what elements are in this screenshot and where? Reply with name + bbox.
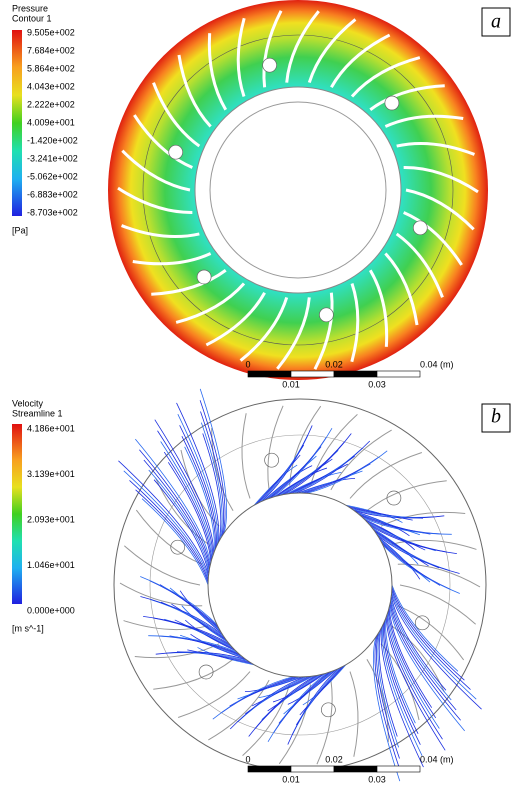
scale-bar xyxy=(377,371,420,377)
legend-label: 3.139e+001 xyxy=(27,469,75,479)
legend-label: 4.186e+001 xyxy=(27,423,75,433)
legend-label: -8.703e+002 xyxy=(27,207,78,217)
scale-label: 0.01 xyxy=(282,379,300,389)
legend-label: 9.505e+002 xyxy=(27,27,75,37)
legend-label: 5.864e+002 xyxy=(27,63,75,73)
legend-subtitle: Contour 1 xyxy=(12,13,52,23)
legend-label: -6.883e+002 xyxy=(27,189,78,199)
legend-label: 4.043e+002 xyxy=(27,81,75,91)
hole xyxy=(385,96,399,110)
hole xyxy=(319,308,333,322)
scale-label: 0.03 xyxy=(368,774,386,784)
inner-hole xyxy=(208,493,392,677)
scale-bar xyxy=(334,371,377,377)
legend-title: Velocity xyxy=(12,398,44,408)
legend-label: 7.684e+002 xyxy=(27,45,75,55)
scale-bar xyxy=(248,766,291,772)
scale-label: 0 xyxy=(245,359,250,369)
legend-label: -5.062e+002 xyxy=(27,171,78,181)
legend-unit: [m s^-1] xyxy=(12,623,44,633)
figure: PressureContour 1 9.505e+002 7.684e+002 5.8… xyxy=(0,0,516,790)
scale-bar xyxy=(291,371,334,377)
scale-label: 0 xyxy=(245,754,250,764)
legend-label: 2.093e+001 xyxy=(27,514,75,524)
inner-hole xyxy=(195,87,401,293)
scale-bar xyxy=(248,371,291,377)
scale-label: 0.02 xyxy=(325,359,343,369)
legend-label: 0.000e+000 xyxy=(27,605,75,615)
colorbar xyxy=(12,30,22,216)
hole xyxy=(263,58,277,72)
hole xyxy=(169,145,183,159)
hole xyxy=(197,270,211,284)
panel-label: a xyxy=(491,11,501,33)
legend-subtitle: Streamline 1 xyxy=(12,408,63,418)
scale-label: 0.02 xyxy=(325,754,343,764)
legend-label: -1.420e+002 xyxy=(27,135,78,145)
scale-label: 0.04 (m) xyxy=(420,359,454,369)
scale-bar xyxy=(334,766,377,772)
scale-label: 0.01 xyxy=(282,774,300,784)
hole xyxy=(413,221,427,235)
scale-label: 0.04 (m) xyxy=(420,754,454,764)
scale-label: 0.03 xyxy=(368,379,386,389)
legend-label: -3.241e+002 xyxy=(27,153,78,163)
colorbar xyxy=(12,424,22,604)
legend-label: 2.222e+002 xyxy=(27,99,75,109)
scale-bar xyxy=(291,766,334,772)
legend-label: 1.046e+001 xyxy=(27,560,75,570)
legend-unit: [Pa] xyxy=(12,225,28,235)
legend-title: Pressure xyxy=(12,3,48,13)
legend-label: 4.009e+001 xyxy=(27,117,75,127)
scale-bar xyxy=(377,766,420,772)
panel-label: b xyxy=(491,406,501,428)
